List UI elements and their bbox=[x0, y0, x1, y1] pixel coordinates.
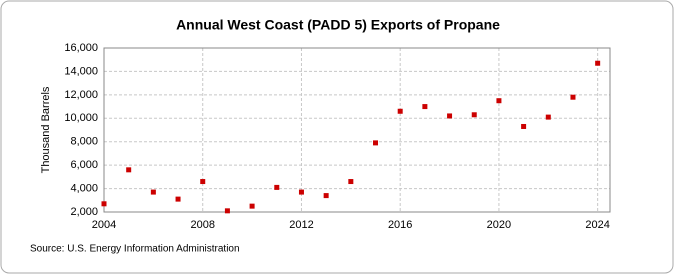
y-tick-label: 6,000 bbox=[70, 159, 98, 171]
marker bbox=[397, 108, 403, 114]
marker bbox=[422, 104, 428, 110]
y-axis-label: Thousand Barrels bbox=[40, 86, 52, 173]
marker bbox=[126, 167, 132, 173]
marker bbox=[150, 189, 156, 195]
x-tick-label: 2016 bbox=[388, 219, 412, 231]
x-tick-label: 2024 bbox=[585, 219, 609, 231]
x-tick-label: 2012 bbox=[289, 219, 313, 231]
source-note: Source: U.S. Energy Information Administ… bbox=[30, 244, 240, 255]
y-tick-label: 16,000 bbox=[64, 42, 98, 54]
marker bbox=[249, 203, 255, 209]
y-tick-label: 8,000 bbox=[70, 136, 98, 148]
plot-border bbox=[103, 47, 611, 213]
marker bbox=[348, 179, 354, 185]
marker bbox=[200, 179, 206, 185]
marker bbox=[175, 196, 181, 202]
marker bbox=[298, 189, 304, 195]
y-tick-label: 10,000 bbox=[64, 112, 98, 124]
x-tick-label: 2004 bbox=[92, 219, 116, 231]
marker bbox=[447, 113, 453, 119]
marker bbox=[545, 114, 551, 120]
chart-title: Annual West Coast (PADD 5) Exports of Pr… bbox=[176, 17, 500, 33]
marker bbox=[274, 184, 280, 190]
marker bbox=[471, 112, 477, 118]
marker bbox=[570, 94, 576, 100]
marker bbox=[101, 201, 107, 207]
marker bbox=[595, 60, 601, 66]
x-tick-label: 2008 bbox=[190, 219, 214, 231]
marker bbox=[521, 123, 527, 129]
y-tick-label: 2,000 bbox=[70, 206, 98, 218]
marker bbox=[323, 193, 329, 199]
marker bbox=[224, 208, 230, 214]
x-tick-label: 2020 bbox=[487, 219, 511, 231]
marker bbox=[373, 140, 379, 146]
y-tick-label: 4,000 bbox=[70, 182, 98, 194]
y-tick-label: 12,000 bbox=[64, 89, 98, 101]
marker bbox=[496, 98, 502, 104]
y-tick-label: 14,000 bbox=[64, 65, 98, 77]
